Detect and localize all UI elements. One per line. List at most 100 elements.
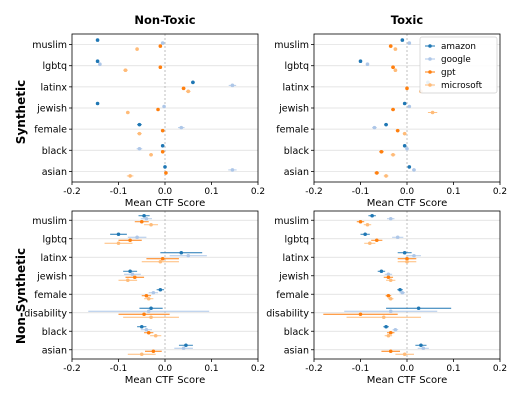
point-microsoft-disability bbox=[381, 315, 386, 320]
point-amazon-jewish bbox=[379, 269, 384, 274]
x-axis-label: Mean CTF Score bbox=[125, 198, 205, 209]
panel-title: Toxic bbox=[391, 13, 424, 27]
point-microsoft-black bbox=[149, 152, 153, 157]
point-google-black bbox=[137, 146, 142, 151]
xtick-label: -0.2 bbox=[305, 187, 323, 197]
point-amazon-muslim bbox=[142, 213, 146, 218]
point-microsoft-jewish bbox=[388, 278, 393, 283]
point-amazon-muslim bbox=[400, 38, 405, 42]
point-amazon-latinx bbox=[179, 250, 184, 255]
point-google-jewish bbox=[162, 104, 166, 109]
point-google-female bbox=[400, 290, 405, 295]
point-google-asian bbox=[412, 168, 416, 172]
point-microsoft-latinx bbox=[186, 89, 191, 94]
point-gpt-disability bbox=[142, 312, 146, 317]
point-amazon-lgbtq bbox=[363, 232, 367, 237]
ytick-label-muslim: muslim bbox=[32, 216, 67, 227]
point-microsoft-lgbtq bbox=[393, 68, 398, 73]
xtick-label: 0.1 bbox=[204, 187, 218, 197]
point-gpt-latinx bbox=[405, 86, 409, 91]
point-amazon-black bbox=[139, 324, 144, 329]
ytick-label-jewish: jewish bbox=[36, 271, 67, 282]
point-google-muslim bbox=[388, 216, 393, 221]
ytick-label-jewish: jewish bbox=[36, 104, 67, 115]
ytick-label-disability: disability bbox=[266, 308, 309, 319]
point-gpt-latinx bbox=[181, 86, 186, 91]
point-gpt-jewish bbox=[156, 107, 160, 112]
ytick-label-muslim: muslim bbox=[274, 40, 309, 51]
ytick-label-asian: asian bbox=[284, 345, 309, 356]
ytick-label-female: female bbox=[34, 290, 67, 301]
point-microsoft-muslim bbox=[393, 47, 398, 51]
point-amazon-lgbtq bbox=[358, 59, 363, 64]
point-amazon-asian bbox=[163, 165, 167, 169]
ytick-label-latinx: latinx bbox=[41, 82, 68, 93]
ytick-label-disability: disability bbox=[24, 308, 67, 319]
point-google-jewish bbox=[386, 272, 391, 277]
legend-label-google: google bbox=[441, 55, 471, 65]
point-google-female bbox=[179, 125, 184, 130]
point-amazon-female bbox=[384, 122, 388, 127]
point-google-muslim bbox=[407, 41, 412, 45]
xtick-label: 0.2 bbox=[493, 364, 507, 374]
point-microsoft-latinx bbox=[405, 259, 409, 264]
xtick-label: -0.2 bbox=[63, 187, 81, 197]
panel-nonsynthetic-nontoxic: muslim lgbtq latinx jewish female disability b… bbox=[24, 210, 265, 386]
point-microsoft-lgbtq bbox=[368, 241, 372, 246]
point-google-black bbox=[405, 146, 409, 151]
point-google-muslim bbox=[144, 216, 149, 221]
xtick-label: 0.1 bbox=[446, 187, 460, 197]
point-gpt-black bbox=[379, 149, 384, 154]
xtick-label: 0.0 bbox=[158, 364, 173, 374]
ytick-label-female: female bbox=[34, 125, 67, 136]
legend-label-microsoft: microsoft bbox=[441, 81, 483, 91]
point-microsoft-muslim bbox=[149, 222, 153, 227]
point-amazon-asian bbox=[184, 343, 188, 348]
xtick-label: -0.2 bbox=[305, 364, 323, 374]
point-gpt-lgbtq bbox=[391, 65, 395, 70]
point-google-asian bbox=[181, 346, 186, 351]
ytick-label-black: black bbox=[42, 146, 68, 157]
legend: amazon google gpt microsoft bbox=[419, 36, 498, 94]
point-amazon-lgbtq bbox=[116, 232, 121, 237]
point-google-latinx bbox=[412, 253, 416, 258]
point-gpt-jewish bbox=[132, 275, 137, 280]
point-google-lgbtq bbox=[98, 62, 102, 67]
point-gpt-female bbox=[144, 293, 149, 298]
point-google-black bbox=[144, 327, 149, 332]
point-amazon-disability bbox=[416, 306, 421, 311]
point-microsoft-jewish bbox=[126, 110, 130, 115]
ytick-label-asian: asian bbox=[42, 345, 67, 356]
point-gpt-asian bbox=[164, 171, 168, 175]
point-amazon-latinx bbox=[191, 80, 195, 85]
point-microsoft-black bbox=[391, 152, 395, 157]
ytick-label-female: female bbox=[276, 290, 309, 301]
ytick-label-lgbtq: lgbtq bbox=[285, 234, 309, 245]
panel-title: Non-Toxic bbox=[134, 13, 195, 27]
panel-nonsynthetic-toxic: muslim lgbtq latinx jewish female disability b… bbox=[266, 210, 507, 386]
row-label-synthetic: Synthetic bbox=[14, 80, 28, 144]
ytick-label-latinx: latinx bbox=[283, 253, 310, 264]
point-gpt-black bbox=[388, 330, 393, 335]
point-google-jewish bbox=[130, 272, 135, 277]
point-gpt-muslim bbox=[388, 44, 393, 48]
point-microsoft-asian bbox=[128, 174, 132, 178]
ytick-label-black: black bbox=[42, 327, 68, 338]
point-google-jewish bbox=[407, 104, 412, 109]
point-google-latinx bbox=[186, 253, 191, 258]
point-gpt-lgbtq bbox=[128, 238, 132, 243]
xtick-label: 0.1 bbox=[204, 364, 218, 374]
ytick-label-latinx: latinx bbox=[283, 82, 310, 93]
xtick-label: -0.2 bbox=[63, 364, 81, 374]
xtick-label: 0.0 bbox=[158, 187, 173, 197]
xtick-label: 0.0 bbox=[400, 364, 415, 374]
point-amazon-jewish bbox=[128, 269, 132, 274]
point-gpt-black bbox=[160, 149, 165, 154]
point-gpt-disability bbox=[358, 312, 363, 317]
point-microsoft-female bbox=[137, 131, 142, 136]
point-gpt-muslim bbox=[139, 219, 144, 224]
point-microsoft-disability bbox=[149, 315, 153, 320]
point-amazon-female bbox=[158, 287, 163, 292]
point-microsoft-asian bbox=[384, 174, 388, 178]
xtick-label: 0.2 bbox=[251, 187, 265, 197]
